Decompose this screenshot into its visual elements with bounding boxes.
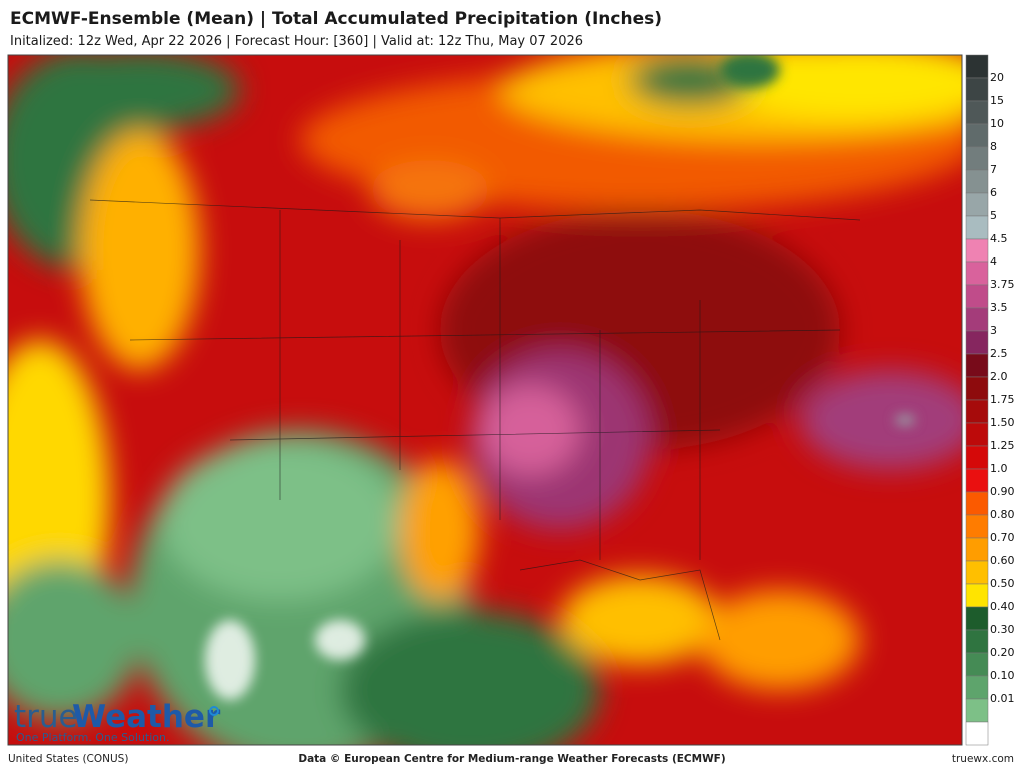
color-swatch: [965, 353, 989, 378]
logo: true Weather One Platform. One Solution.: [14, 699, 221, 744]
footer-region: United States (CONUS): [8, 753, 128, 765]
color-swatch: [965, 146, 989, 171]
colorbar-label: 0.60: [990, 554, 1015, 567]
colorbar-label: 7: [990, 163, 997, 176]
colorbar-label: 10: [990, 117, 1004, 130]
color-swatch: [965, 468, 989, 493]
color-swatch: [965, 422, 989, 447]
colorbar-label: 6: [990, 186, 997, 199]
colorbar-label: 0.30: [990, 623, 1015, 636]
colorbar-label: 0.90: [990, 485, 1015, 498]
colorbar-label: 4.5: [990, 232, 1008, 245]
colorbar-label: 3.5: [990, 301, 1008, 314]
colorbar-label: 20: [990, 71, 1004, 84]
color-swatch: [965, 307, 989, 332]
colorbar-label: 1.25: [990, 439, 1015, 452]
color-swatch: [965, 491, 989, 516]
logo-tagline: One Platform. One Solution.: [16, 731, 169, 744]
color-swatch: [965, 100, 989, 125]
colorbar-label: 5: [990, 209, 997, 222]
colorbar-label: 8: [990, 140, 997, 153]
precipitation-map: [8, 55, 962, 745]
subtitle: Initalized: 12z Wed, Apr 22 2026 | Forec…: [10, 34, 583, 49]
color-swatch: [965, 445, 989, 470]
title: ECMWF-Ensemble (Mean) | Total Accumulate…: [10, 9, 662, 29]
colorbar-label: 3.75: [990, 278, 1015, 291]
color-swatch: [965, 77, 989, 102]
colorbar-label: 2.0: [990, 370, 1008, 383]
color-swatch: [965, 330, 989, 355]
color-swatch: [965, 284, 989, 309]
colorbar-label: 0.80: [990, 508, 1015, 521]
color-swatch: [965, 537, 989, 562]
color-swatch: [965, 583, 989, 608]
color-swatch: [965, 376, 989, 401]
colorbar-label: 0.50: [990, 577, 1015, 590]
colorbar-label: 3: [990, 324, 997, 337]
colorbar-label: 2.5: [990, 347, 1008, 360]
color-swatch: [965, 652, 989, 677]
color-swatch: [965, 560, 989, 585]
colorbar: 20 15 10 8 7 6 5 4.5 4 3.75 3.5 3 2.5 2.0 1.75 1.50 1.25…: [965, 54, 1015, 746]
color-swatch: [965, 698, 989, 723]
colorbar-label: 1.0: [990, 462, 1008, 475]
color-swatch: [965, 215, 989, 240]
color-swatch: [965, 123, 989, 148]
color-swatch: [965, 261, 989, 286]
colorbar-label: 1.50: [990, 416, 1015, 429]
color-swatch: [965, 238, 989, 263]
logo-name: Weather: [72, 699, 221, 735]
color-swatch: [965, 675, 989, 700]
color-swatch: [965, 54, 989, 79]
color-swatch: [965, 629, 989, 654]
color-swatch: [965, 606, 989, 631]
colorbar-label: 0.70: [990, 531, 1015, 544]
footer-credit: Data © European Centre for Medium-range …: [298, 753, 725, 765]
colorbar-label: 0.01: [990, 692, 1015, 705]
colorbar-label: 15: [990, 94, 1004, 107]
color-swatch: [965, 721, 989, 746]
color-swatch: [965, 399, 989, 424]
colorbar-label: 0.20: [990, 646, 1015, 659]
logo-name: true: [14, 699, 78, 735]
color-swatch: [965, 169, 989, 194]
color-swatch: [965, 514, 989, 539]
color-swatch: [965, 192, 989, 217]
colorbar-label: 0.40: [990, 600, 1015, 613]
colorbar-label: 4: [990, 255, 997, 268]
colorbar-label: 0.10: [990, 669, 1015, 682]
colorbar-label: 1.75: [990, 393, 1015, 406]
footer-site: truewx.com: [952, 753, 1014, 765]
